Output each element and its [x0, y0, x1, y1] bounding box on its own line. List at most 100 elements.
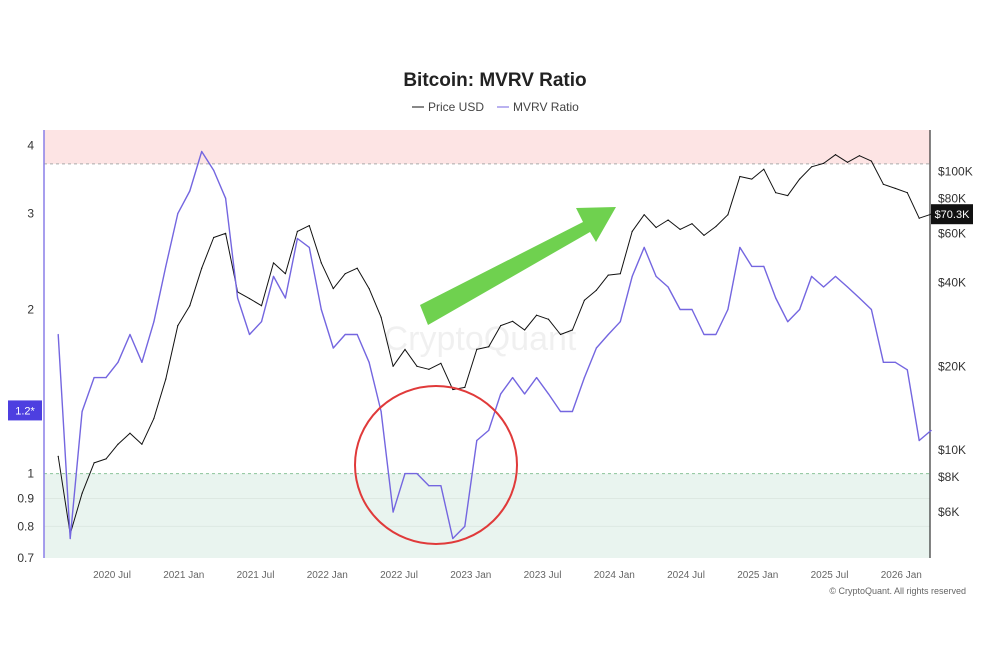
x-tick-label: 2022 Jan: [307, 570, 348, 581]
watermark: CryptoQuant: [384, 320, 577, 358]
mvrv-point: [416, 472, 418, 475]
price-point: [691, 223, 693, 225]
mvrv-point: [607, 333, 609, 336]
price-point: [213, 236, 215, 239]
price-point: [117, 443, 119, 445]
mvrv-point: [870, 308, 873, 311]
x-tick-label: 2020 Jul: [93, 570, 131, 581]
price-point: [500, 324, 502, 327]
mvrv-point: [727, 308, 729, 311]
red-circle-annotation: [354, 385, 518, 545]
footer-copyright: © CryptoQuant. All rights reserved: [829, 586, 966, 596]
price-point: [416, 365, 418, 367]
mvrv-point: [213, 169, 215, 171]
price-point: [512, 320, 514, 322]
price-point: [751, 178, 753, 180]
mvrv-point: [535, 377, 538, 379]
mvrv-point: [392, 511, 394, 513]
price-point: [153, 417, 155, 419]
price-point: [356, 267, 358, 269]
legend-price[interactable]: Price USD: [428, 100, 484, 114]
mvrv-point: [571, 410, 574, 413]
mvrv-point: [332, 347, 334, 349]
mvrv-point: [583, 377, 585, 379]
right-tick-label: $6K: [938, 505, 959, 519]
price-point: [787, 194, 789, 197]
mvrv-point: [380, 410, 382, 413]
price-point: [703, 234, 705, 237]
mvrv-point: [189, 190, 191, 192]
mvrv-point: [272, 275, 275, 278]
mvrv-point: [930, 429, 932, 432]
x-tick-label: 2021 Jan: [163, 570, 204, 581]
mvrv-point: [93, 377, 95, 379]
x-tick-label: 2021 Jul: [237, 570, 275, 581]
mvrv-point: [787, 321, 789, 323]
price-point: [655, 226, 657, 229]
price-point: [392, 365, 394, 367]
overvalued-zone: [44, 130, 930, 164]
mvrv-point: [153, 321, 155, 323]
price-point: [739, 175, 741, 178]
x-tick-label: 2025 Jul: [811, 570, 849, 581]
price-point: [595, 289, 597, 291]
mvrv-point: [858, 297, 861, 299]
mvrv-point: [906, 369, 908, 371]
mvrv-point: [81, 410, 83, 413]
mvrv-point: [763, 265, 765, 267]
left-tick-label: 0.9: [17, 492, 34, 506]
mvrv-point: [691, 308, 693, 311]
mvrv-point: [129, 333, 131, 336]
mvrv-point: [320, 308, 322, 311]
mvrv-point: [679, 308, 681, 311]
mvrv-point: [428, 485, 430, 487]
price-point: [870, 160, 873, 162]
x-tick-label: 2023 Jan: [450, 570, 491, 581]
x-tick-label: 2023 Jul: [524, 570, 562, 581]
price-point: [464, 386, 466, 388]
price-point: [404, 348, 406, 350]
price-point: [631, 230, 633, 232]
legend-mvrv[interactable]: MVRV Ratio: [513, 100, 579, 114]
price-point: [607, 274, 609, 276]
left-tick-label: 4: [27, 138, 34, 152]
price-point: [882, 183, 884, 185]
mvrv-point: [141, 361, 143, 363]
price-point: [918, 217, 920, 219]
price-point: [619, 273, 621, 275]
price-point: [846, 161, 849, 163]
mvrv-point: [308, 246, 310, 249]
x-tick-label: 2026 Jan: [881, 570, 922, 581]
price-point: [165, 378, 167, 380]
mvrv-point: [464, 525, 466, 527]
price-point: [189, 305, 191, 307]
mvrv-point: [751, 265, 753, 267]
mvrv-point: [846, 286, 849, 288]
price-point: [547, 318, 550, 320]
right-tick-label: $10K: [938, 443, 966, 457]
price-line: [57, 154, 932, 535]
mvrv-point: [894, 361, 896, 363]
current-price-badge: [931, 204, 973, 225]
price-point: [320, 262, 322, 264]
x-tick-label: 2022 Jul: [380, 570, 418, 581]
price-point: [308, 224, 310, 227]
mvrv-point: [368, 361, 370, 363]
left-tick-label: 1: [27, 467, 34, 481]
mvrv-point: [452, 537, 454, 540]
chart-title: Bitcoin: MVRV Ratio: [403, 70, 586, 91]
mvrv-line: [57, 150, 932, 540]
price-point: [715, 225, 717, 228]
price-point: [57, 455, 59, 457]
price-point: [272, 262, 275, 264]
price-point: [643, 214, 645, 216]
price-point: [248, 297, 251, 300]
right-tick-label: $8K: [938, 470, 959, 484]
price-point: [368, 288, 370, 290]
price-point: [105, 458, 107, 460]
x-tick-label: 2024 Jan: [594, 570, 635, 581]
x-tick-label: 2024 Jul: [667, 570, 705, 581]
mvrv-point: [225, 197, 227, 199]
price-point: [344, 273, 346, 275]
